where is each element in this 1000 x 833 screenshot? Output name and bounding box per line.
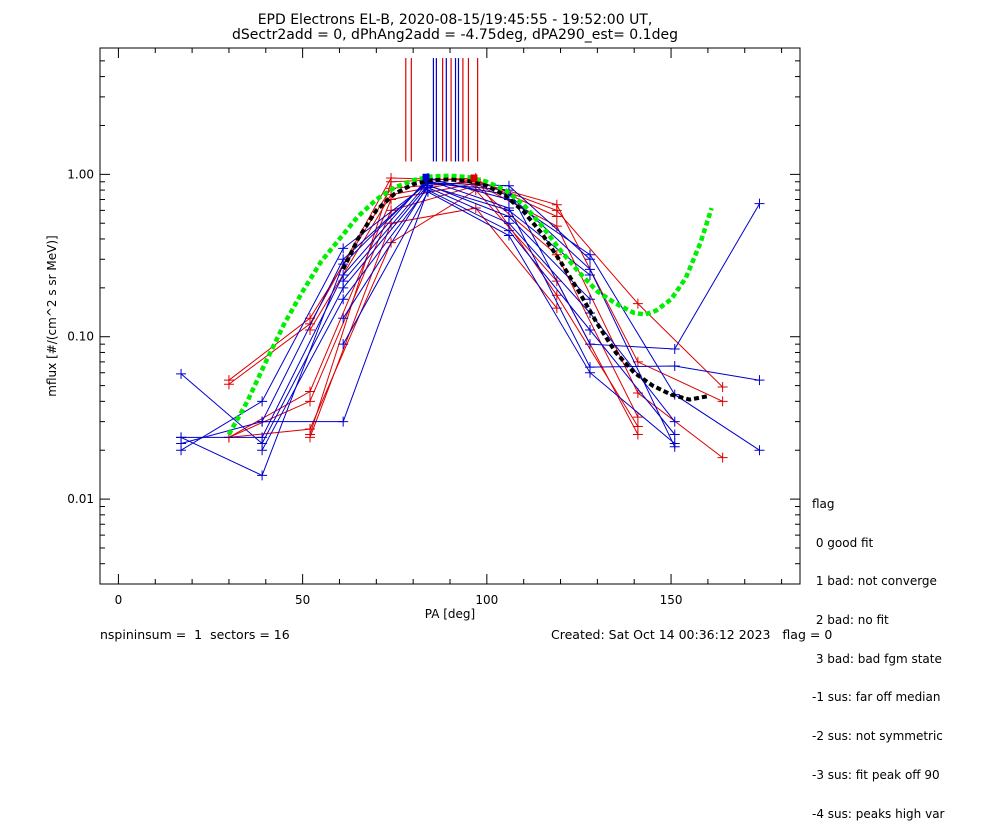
blue-data-point <box>585 367 595 378</box>
x-tick-label: 50 <box>295 593 310 607</box>
x-tick-label: 0 <box>115 593 123 607</box>
x-tick-label: 100 <box>475 593 498 607</box>
blue-data-point <box>503 180 514 191</box>
blue-trace-line <box>180 181 676 448</box>
red-data-point <box>223 375 234 386</box>
blue-data-point <box>585 254 595 265</box>
peak-squares <box>422 173 478 182</box>
axes-frame <box>99 47 801 585</box>
x-tick-label: 150 <box>660 593 683 607</box>
chart-title: EPD Electrons EL-B, 2020-08-15/19:45:55 … <box>258 12 653 28</box>
red-data-point <box>717 452 728 463</box>
blue-data-point <box>503 205 514 216</box>
blue-data-point <box>585 325 595 336</box>
blue-trace-line <box>262 189 676 435</box>
x-axis-label: PA [deg] <box>425 607 475 621</box>
red-data-point <box>305 396 315 407</box>
blue-trace <box>257 185 680 440</box>
y-tick-label: 0.10 <box>67 330 94 344</box>
flag-legend-item-4: -1 sus: far off median <box>812 690 941 705</box>
red-data-point <box>632 412 643 423</box>
blue-data-point <box>338 243 349 254</box>
y-axis: 0.01 0.10 1.00 <box>67 47 800 585</box>
y-axis-label: mflux [#/(cm^2 s sr MeV)] <box>45 235 59 396</box>
red-data-point <box>386 176 397 187</box>
peak-markers <box>405 58 479 162</box>
blue-data-point <box>503 230 514 241</box>
footer-sector-info: nspininsum = 1 sectors = 16 <box>100 627 290 642</box>
footer-created-info: Created: Sat Oct 14 00:36:12 2023 flag =… <box>551 627 833 642</box>
blue-data-point <box>669 344 680 355</box>
blue-data-point <box>338 276 349 287</box>
red-data-point <box>632 298 643 309</box>
blue-data-point <box>754 198 765 209</box>
y-tick-label: 1.00 <box>67 167 94 181</box>
flag-legend-item-7: -4 sus: peaks high var <box>812 806 945 821</box>
red-data-point <box>717 382 728 393</box>
flag-legend-item-1: 1 bad: not converge <box>812 574 937 589</box>
red-data-point <box>632 421 643 432</box>
blue-peak-square <box>422 173 430 181</box>
plot-marks <box>176 58 765 481</box>
red-data-point <box>305 386 315 397</box>
y-tick-label: 0.01 <box>67 492 94 506</box>
blue-data-point <box>338 294 349 305</box>
green-fit-curve <box>226 173 714 436</box>
blue-data-point <box>257 470 268 481</box>
blue-data-point <box>338 416 349 427</box>
black-fit-curve <box>341 177 709 402</box>
blue-data-point <box>176 432 187 443</box>
flag-legend-item-3: 3 bad: bad fgm state <box>812 651 942 666</box>
red-trace-line <box>228 182 723 458</box>
red-data-point <box>551 199 562 210</box>
red-peak-square <box>470 174 478 182</box>
blue-data-point <box>176 368 187 379</box>
blue-data-point <box>585 294 595 305</box>
blue-data-point <box>585 339 595 350</box>
blue-data-point <box>338 313 349 324</box>
blue-trace-line <box>342 182 591 282</box>
blue-trace-line <box>180 179 760 477</box>
blue-data-point <box>669 429 680 440</box>
blue-trace <box>176 176 680 452</box>
blue-data-point <box>754 375 765 386</box>
flag-legend-item-6: -3 sus: fit peak off 90 <box>812 767 940 782</box>
blue-data-point <box>257 445 268 456</box>
blue-data-point <box>338 339 349 350</box>
red-trace <box>223 180 643 443</box>
blue-data-point <box>257 396 268 407</box>
blue-trace-line <box>180 182 760 451</box>
blue-data-point <box>669 361 680 372</box>
blue-trace <box>338 186 680 449</box>
red-data-point <box>551 211 562 222</box>
blue-data-point <box>176 445 187 456</box>
flag-legend-header: flag <box>812 496 835 511</box>
blue-data-point <box>585 269 595 280</box>
red-trace <box>223 178 728 463</box>
blue-data-point <box>257 416 268 427</box>
pitch-angle-plot: EPD Electrons EL-B, 2020-08-15/19:45:55 … <box>45 12 801 621</box>
blue-trace <box>176 178 765 456</box>
blue-data-point <box>754 445 765 456</box>
red-data-point <box>386 205 397 216</box>
flag-legend: flag 0 good fit 1 bad: not converge 2 ba… <box>812 472 944 833</box>
red-trace-line <box>228 185 639 438</box>
blue-data-point <box>669 438 680 449</box>
blue-trace <box>176 172 765 456</box>
blue-trace-line <box>181 177 760 451</box>
red-data-point <box>305 432 315 443</box>
blue-data-point <box>669 416 680 427</box>
x-axis: 0 50 100 150 <box>115 48 783 607</box>
blue-trace <box>257 182 680 456</box>
flag-legend-item-5: -2 sus: not symmetric <box>812 729 943 744</box>
flag-legend-item-0: 0 good fit <box>812 535 874 550</box>
chart-subtitle: dSectr2add = 0, dPhAng2add = -4.75deg, d… <box>232 27 678 43</box>
flag-legend-item-2: 2 bad: no fit <box>812 612 889 627</box>
red-data-point <box>717 396 728 407</box>
blue-trace-line <box>261 186 676 451</box>
blue-trace-line <box>180 184 591 445</box>
